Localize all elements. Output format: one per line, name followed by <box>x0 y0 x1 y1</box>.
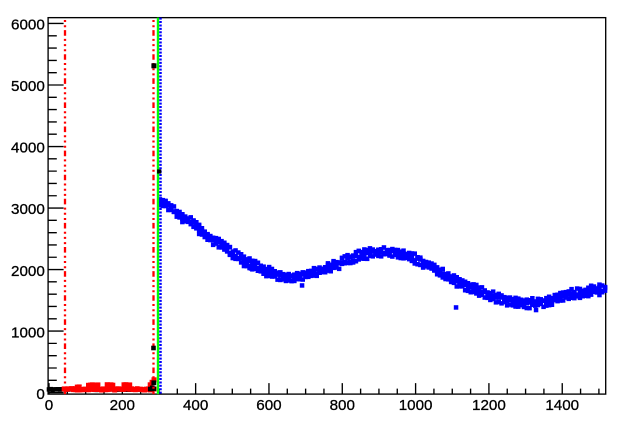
svg-text:1000: 1000 <box>399 397 433 414</box>
svg-text:5000: 5000 <box>11 78 45 95</box>
svg-text:3000: 3000 <box>11 201 45 218</box>
svg-text:400: 400 <box>183 397 208 414</box>
svg-text:200: 200 <box>110 397 135 414</box>
svg-text:4000: 4000 <box>11 140 45 157</box>
svg-text:1000: 1000 <box>11 324 45 341</box>
svg-text:600: 600 <box>256 397 281 414</box>
svg-text:800: 800 <box>330 397 355 414</box>
svg-text:6000: 6000 <box>11 17 45 34</box>
svg-text:2000: 2000 <box>11 263 45 280</box>
svg-text:0: 0 <box>45 397 53 414</box>
svg-text:0: 0 <box>36 386 44 403</box>
svg-text:1400: 1400 <box>545 397 579 414</box>
svg-text:1200: 1200 <box>472 397 506 414</box>
